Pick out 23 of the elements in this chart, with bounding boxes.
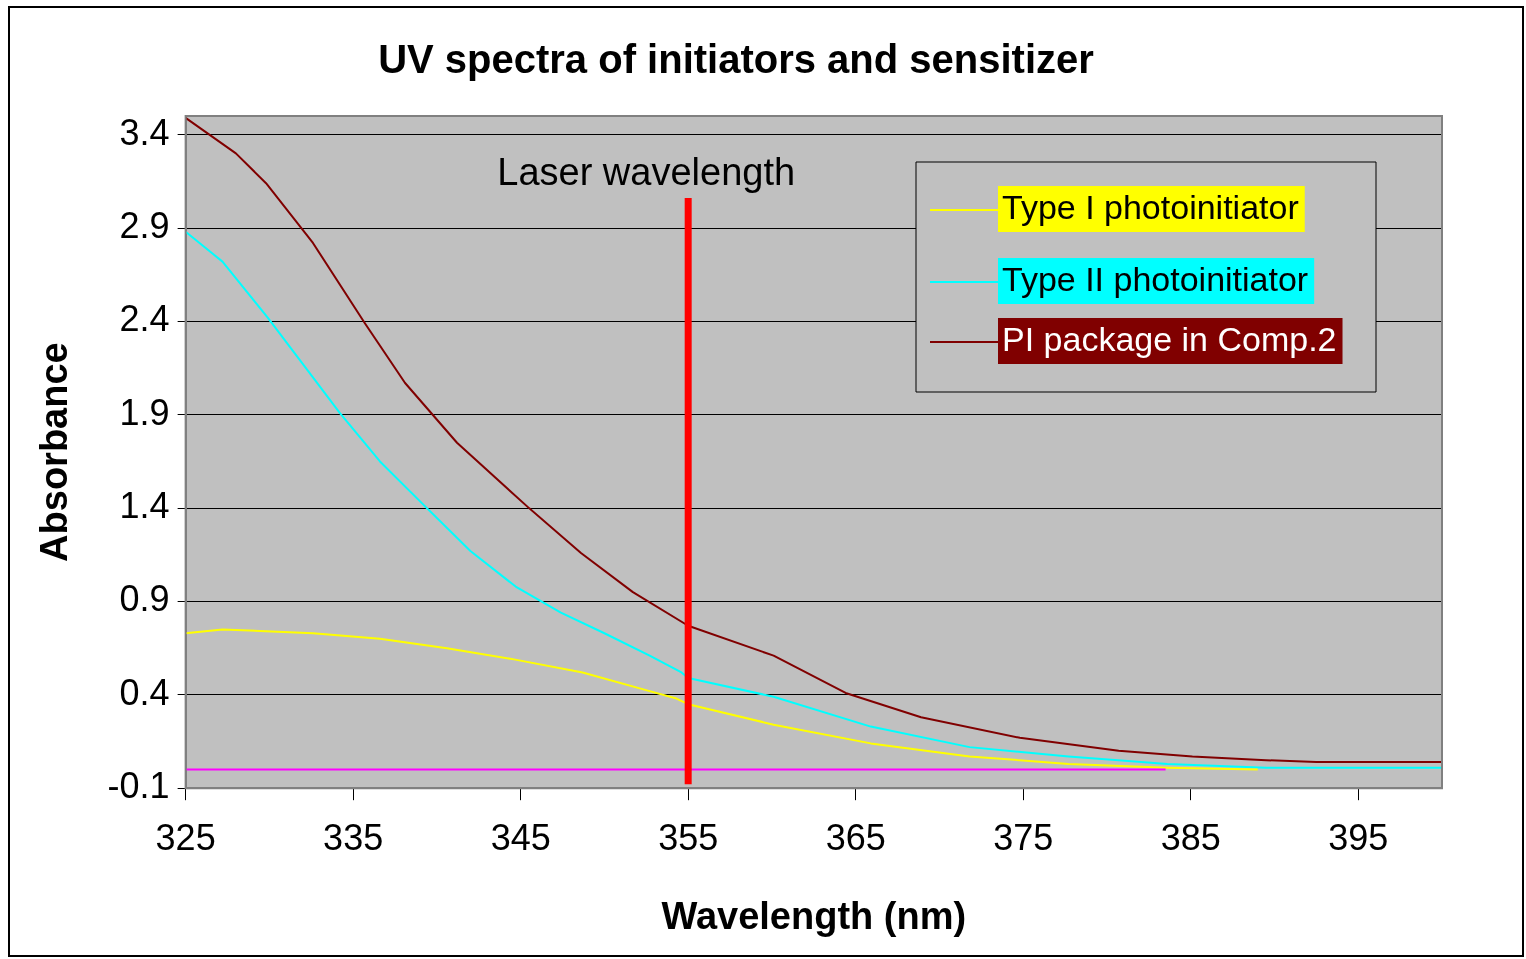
y-tick-label: 3.4 (119, 111, 170, 153)
x-tick-label: 355 (658, 816, 719, 858)
x-tick-label: 375 (993, 816, 1054, 858)
x-tick-label: 325 (155, 816, 216, 858)
legend-label: Type II photoinitiator (1002, 260, 1309, 299)
x-axis-title: Wavelength (nm) (661, 894, 967, 937)
x-tick-label: 365 (825, 816, 886, 858)
ref-line-label: Laser wavelength (497, 151, 796, 194)
x-tick-label: 335 (323, 816, 384, 858)
x-tick-label: 385 (1160, 816, 1221, 858)
y-tick-label: 0.4 (119, 671, 170, 713)
chart-title: UV spectra of initiators and sensitizer (378, 37, 1094, 82)
legend-label: Type I photoinitiator (1002, 188, 1299, 227)
y-tick-label: 2.4 (119, 298, 170, 340)
x-tick-label: 345 (490, 816, 551, 858)
y-tick-label: 1.9 (119, 391, 170, 433)
y-tick-label: -0.1 (107, 765, 170, 807)
y-axis-title: Absorbance (33, 342, 76, 562)
y-tick-label: 0.9 (119, 578, 170, 620)
y-tick-label: 2.9 (119, 204, 170, 246)
x-tick-label: 395 (1328, 816, 1389, 858)
legend-label: PI package in Comp.2 (1002, 320, 1337, 359)
y-tick-label: 1.4 (119, 485, 170, 527)
